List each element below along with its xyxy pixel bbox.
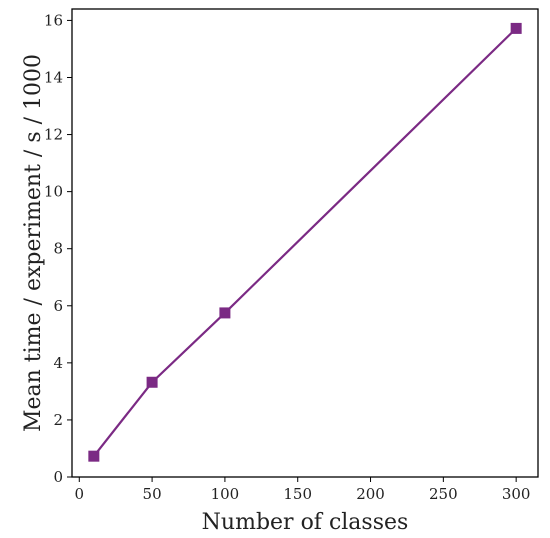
x-tick-label: 150 [283, 485, 312, 503]
x-tick-label: 250 [429, 485, 458, 503]
y-axis-title: Mean time / experiment / s / 1000 [21, 54, 46, 432]
y-tick-label: 8 [53, 240, 63, 258]
x-tick-label: 200 [356, 485, 385, 503]
y-axis-ticks: 0 2 4 6 8 10 12 14 16 [44, 11, 72, 486]
y-tick-label: 16 [44, 11, 63, 29]
plot-frame [71, 8, 539, 478]
series-layer [88, 22, 522, 462]
y-tick-label: 14 [44, 68, 63, 86]
y-tick-label: 12 [44, 126, 63, 144]
y-tick-label: 10 [44, 183, 63, 201]
data-point-marker [510, 22, 522, 34]
x-axis-title: Number of classes [202, 510, 409, 535]
y-tick-label: 0 [53, 468, 63, 486]
x-tick-label: 300 [502, 485, 531, 503]
x-tick-label: 100 [211, 485, 240, 503]
x-tick-label: 50 [143, 485, 162, 503]
y-tick-label: 6 [53, 297, 63, 315]
data-point-marker [146, 376, 158, 388]
x-axis-ticks: 0 50 100 150 200 250 300 [75, 477, 531, 503]
data-point-marker [88, 450, 100, 462]
x-tick-label: 0 [75, 485, 85, 503]
y-tick-label: 2 [53, 411, 63, 429]
y-tick-label: 4 [53, 354, 63, 372]
series-line [92, 27, 517, 457]
data-point-marker [219, 307, 231, 319]
